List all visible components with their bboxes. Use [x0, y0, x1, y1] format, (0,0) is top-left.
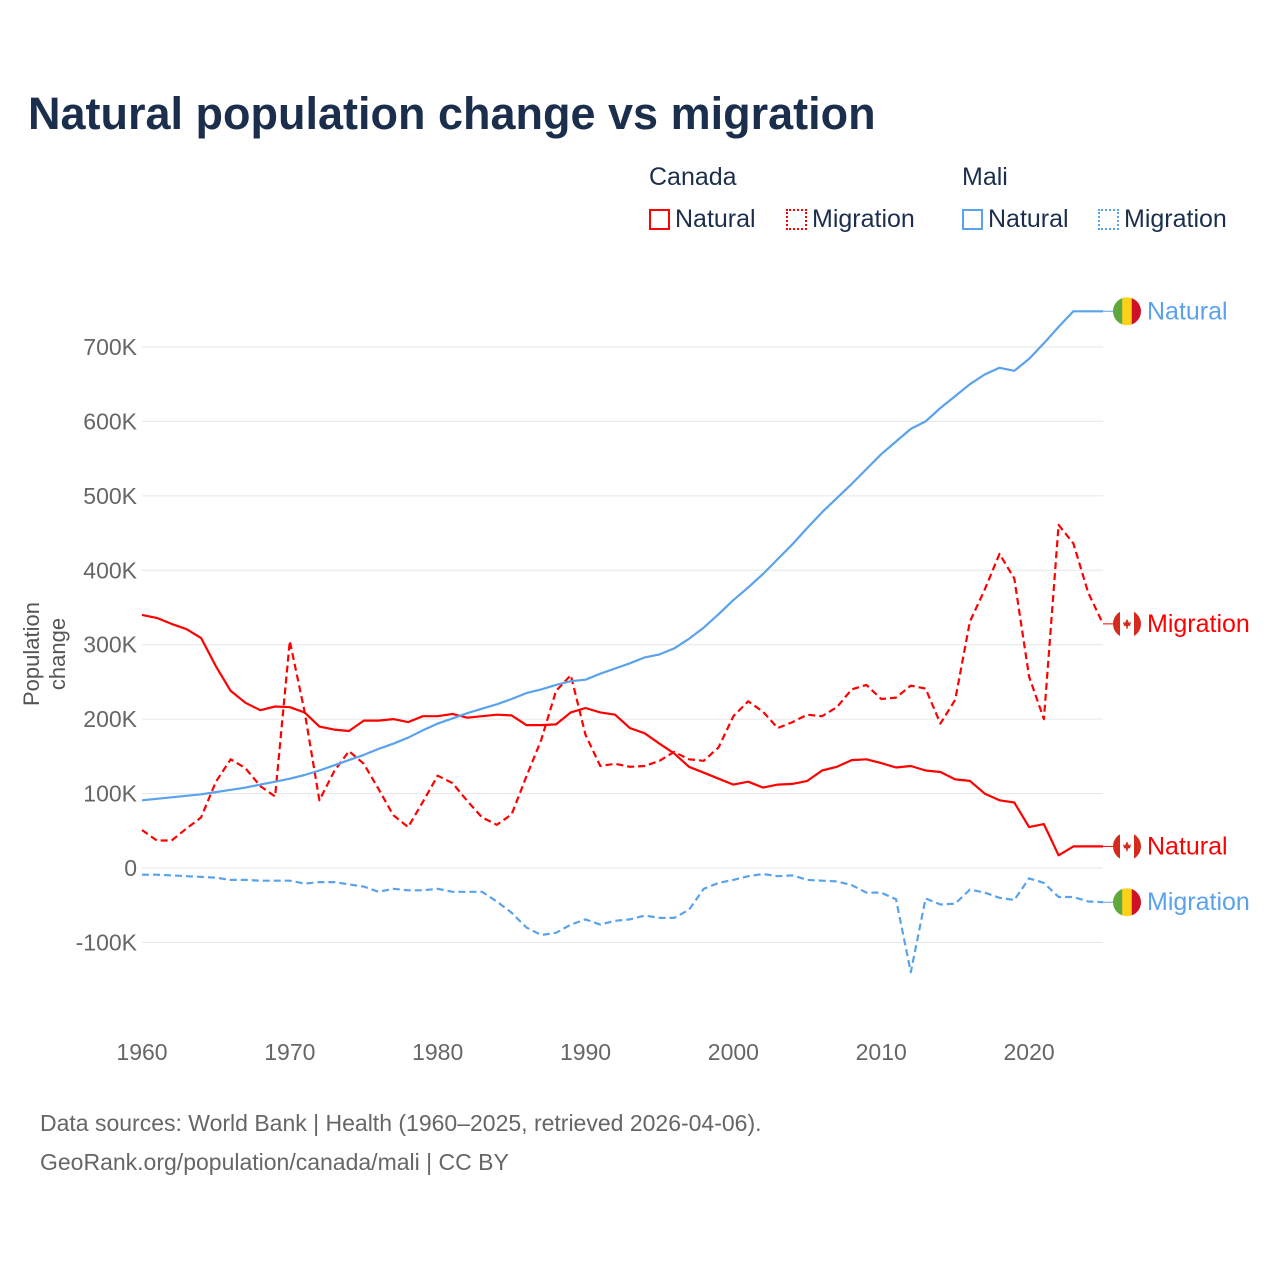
- legend-canada-natural[interactable]: Natural: [649, 205, 756, 234]
- flag-stripe: [1113, 297, 1123, 326]
- legend-mali-migration[interactable]: Migration: [1098, 205, 1227, 234]
- x-tick-label: 2020: [1003, 1039, 1054, 1065]
- maple-leaf-icon: [1123, 618, 1131, 629]
- y-tick-label: 600K: [83, 408, 137, 434]
- y-tick-label: 400K: [83, 557, 137, 583]
- y-tick-label: 500K: [83, 483, 137, 509]
- legend-mali-natural[interactable]: Natural: [962, 205, 1069, 234]
- x-tick-label: 1990: [560, 1039, 611, 1065]
- dotted-swatch-icon: [786, 209, 807, 230]
- legend-label: Natural: [988, 205, 1069, 233]
- canada-flag-icon: [1113, 832, 1141, 861]
- flag-stripe: [1131, 297, 1141, 326]
- y-tick-label: 100K: [83, 781, 137, 807]
- flag-stripe: [1122, 888, 1132, 917]
- legend-label: Migration: [1124, 205, 1227, 233]
- y-tick-label: 200K: [83, 706, 137, 732]
- flag-stripe: [1131, 888, 1141, 917]
- x-tick-label: 1980: [412, 1039, 463, 1065]
- legend-label: Natural: [675, 205, 756, 233]
- flag-stripe: [1122, 297, 1132, 326]
- mali-flag-icon: [1113, 297, 1141, 326]
- flag-stripe: [1113, 832, 1120, 861]
- x-tick-label: 2010: [856, 1039, 907, 1065]
- dotted-swatch-icon: [1098, 209, 1119, 230]
- canada-flag-icon: [1113, 609, 1141, 638]
- x-tick-label: 1960: [116, 1039, 167, 1065]
- x-tick-label: 1970: [264, 1039, 315, 1065]
- flag-stripe: [1134, 832, 1141, 861]
- flag-stripe: [1134, 609, 1141, 638]
- flag-stripe: [1113, 888, 1123, 917]
- x-tick-label: 2000: [708, 1039, 759, 1065]
- chart-title: Natural population change vs migration: [28, 88, 876, 139]
- series-line-canada-natural: [141, 613, 1103, 857]
- mali-flag-icon: [1113, 888, 1141, 917]
- legend-label: Migration: [812, 205, 915, 233]
- maple-leaf-icon: [1123, 841, 1131, 852]
- y-tick-label: -100K: [76, 929, 138, 955]
- footer-sources: Data sources: World Bank | Health (1960–…: [40, 1110, 762, 1136]
- y-tick-label: 300K: [83, 632, 137, 658]
- y-tick-label: 0: [124, 855, 137, 881]
- series-line-mali-migration: [142, 872, 1104, 974]
- series-end-label: Natural: [1147, 832, 1228, 860]
- solid-swatch-icon: [962, 209, 983, 230]
- series-end-label: Natural: [1147, 297, 1228, 325]
- y-tick-label: 700K: [83, 334, 137, 360]
- flag-stripe: [1113, 609, 1120, 638]
- solid-swatch-icon: [649, 209, 670, 230]
- series-end-label: Migration: [1147, 610, 1250, 638]
- series-line-canada-migration: [141, 523, 1104, 842]
- legend-group-mali: Mali: [962, 163, 1008, 191]
- legend-canada-migration[interactable]: Migration: [786, 205, 915, 234]
- legend-group-canada: Canada: [649, 163, 737, 191]
- series-end-label: Migration: [1147, 888, 1250, 916]
- series-line-mali-natural: [141, 310, 1103, 802]
- footer-link[interactable]: GeoRank.org/population/canada/mali | CC …: [40, 1149, 509, 1175]
